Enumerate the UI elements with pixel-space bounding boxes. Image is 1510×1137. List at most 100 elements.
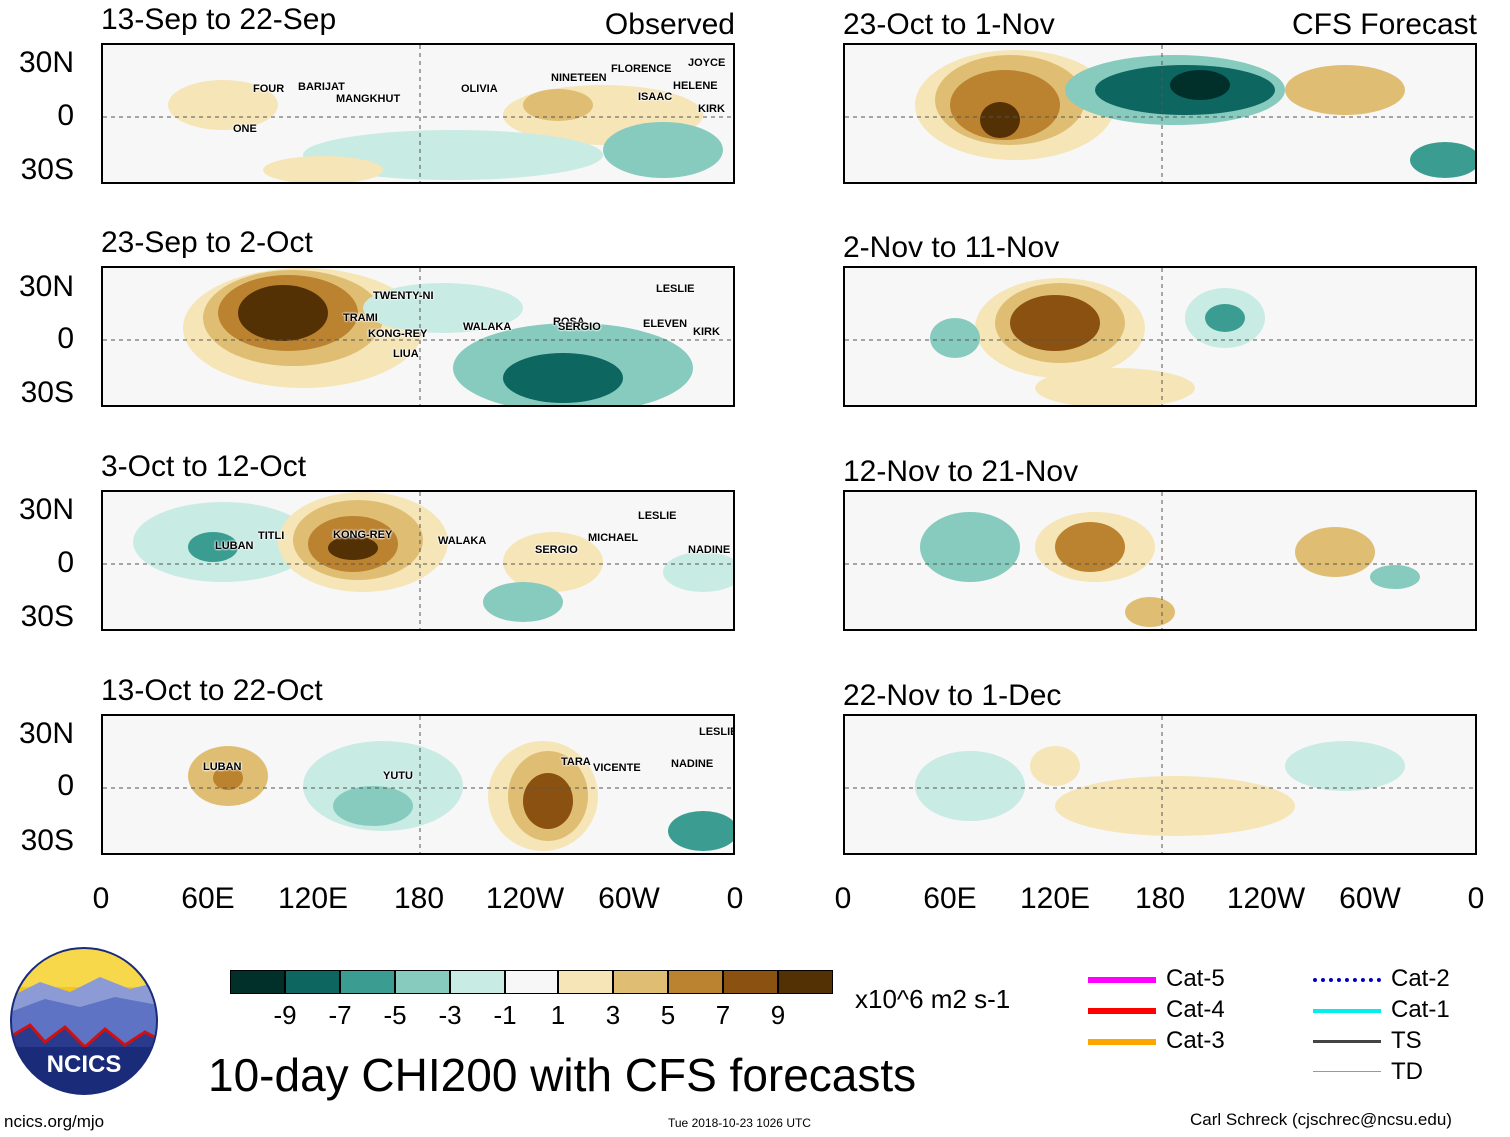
storm-label: NINETEEN <box>551 72 607 84</box>
legend-swatch-cat3 <box>1088 1039 1156 1045</box>
storm-label: LUBAN <box>215 540 254 552</box>
panel-period: 2-Nov to 11-Nov <box>843 231 1060 264</box>
colorbar-cell <box>395 970 450 994</box>
storm-label: LUBAN <box>203 761 242 773</box>
lat-label: 30S <box>20 824 74 857</box>
colorbar-cell <box>450 970 505 994</box>
panel-period: 13-Oct to 22-Oct <box>101 674 323 707</box>
storm-label: LIUA <box>393 348 419 360</box>
colorbar-cell <box>558 970 613 994</box>
storm-label: VICENTE <box>593 762 641 774</box>
lon-label: 0 <box>726 882 744 915</box>
storm-label: NADINE <box>671 758 714 770</box>
storm-label: HELENE <box>673 80 718 92</box>
legend-swatch-ts <box>1313 1040 1381 1043</box>
colorbar-tick: 5 <box>660 1000 676 1030</box>
lon-label: 120W <box>1226 882 1306 915</box>
legend-label: Cat-3 <box>1166 1027 1225 1054</box>
storm-label: TITLI <box>258 530 285 542</box>
footer-timestamp: Tue 2018-10-23 1026 UTC <box>668 1116 811 1130</box>
colorbar-tick: -7 <box>328 1000 352 1030</box>
storm-label: ISAAC <box>638 91 673 103</box>
lat-label: 0 <box>57 99 74 132</box>
storm-label: KONG-REY <box>333 529 393 541</box>
lon-label: 0 <box>1467 882 1485 915</box>
storm-label: TARA <box>561 756 591 768</box>
lat-label: 30S <box>20 153 74 186</box>
storm-label: WALAKA <box>463 321 512 333</box>
lon-label: 120W <box>485 882 565 915</box>
lon-label: 120E <box>277 882 349 915</box>
lat-label: 30N <box>18 46 74 79</box>
storm-label: FOUR <box>253 83 285 95</box>
colorbar-cell <box>778 970 833 994</box>
legend-swatch-td <box>1313 1071 1381 1072</box>
lon-label: 120E <box>1019 882 1091 915</box>
storm-label: KIRK <box>693 326 720 338</box>
lat-label: 30N <box>18 493 74 526</box>
colorbar-cell <box>723 970 778 994</box>
storm-label: ROSA <box>553 316 585 328</box>
lat-label: 30S <box>20 376 74 409</box>
storm-label: SERGIO <box>558 321 601 333</box>
legend-label: Cat-2 <box>1391 965 1450 992</box>
colorbar-cell <box>285 970 340 994</box>
figure-title: 10-day CHI200 with CFS forecasts <box>208 1049 917 1101</box>
panel-period: 22-Nov to 1-Dec <box>843 679 1062 712</box>
storm-label: MICHAEL <box>588 532 639 544</box>
storm-label: JOYCE <box>688 57 726 69</box>
logo-text: NCICS <box>46 1051 122 1078</box>
legend-label: Cat-4 <box>1166 996 1225 1023</box>
storm-label: SERGIO <box>535 544 578 556</box>
footer-url[interactable]: ncics.org/mjo <box>4 1112 105 1131</box>
colorbar-cell <box>668 970 723 994</box>
storm-label: ONE <box>233 123 257 135</box>
colorbar-cell <box>613 970 668 994</box>
footer-credit: Carl Schreck (cjschrec@ncsu.edu) <box>1190 1110 1452 1129</box>
storm-label: KIRK <box>698 103 725 115</box>
colorbar-cell <box>340 970 395 994</box>
panel-period: 23-Sep to 2-Oct <box>101 226 313 259</box>
legend-swatch-cat4 <box>1088 1008 1156 1014</box>
colorbar-cell <box>505 970 558 994</box>
lat-label: 30N <box>18 270 74 303</box>
lat-label: 0 <box>57 546 74 579</box>
colorbar-tick: 7 <box>715 1000 731 1030</box>
colorbar-tick: 3 <box>605 1000 621 1030</box>
storm-label: BARIJAT <box>298 81 345 93</box>
legend-label: TD <box>1391 1058 1423 1085</box>
lat-label: 30N <box>18 717 74 750</box>
ncics-logo: NCICS <box>10 947 158 1095</box>
storm-label: KONG-REY <box>368 328 428 340</box>
colorbar-tick: -1 <box>493 1000 517 1030</box>
storm-label: WALAKA <box>438 535 487 547</box>
colorbar-tick: -9 <box>273 1000 297 1030</box>
legend-label: Cat-5 <box>1166 965 1225 992</box>
lon-label: 60E <box>923 882 977 915</box>
legend-swatch-cat5 <box>1088 977 1156 983</box>
lon-label: 180 <box>393 882 445 915</box>
storm-label: TRAMI <box>343 312 378 324</box>
storm-label: LESLIE <box>656 283 695 295</box>
storm-label: LESLIE <box>699 726 735 738</box>
panel-period: 3-Oct to 12-Oct <box>101 450 307 483</box>
storm-label: FLORENCE <box>611 63 672 75</box>
legend-label: TS <box>1391 1027 1422 1054</box>
panel-period: 13-Sep to 22-Sep <box>101 3 337 36</box>
panel-period: 23-Oct to 1-Nov <box>843 8 1055 41</box>
legend-swatch-cat2 <box>1313 978 1381 982</box>
lon-label: 60W <box>598 882 660 915</box>
lat-label: 0 <box>57 322 74 355</box>
lon-label: 0 <box>92 882 110 915</box>
lon-label: 60E <box>181 882 235 915</box>
column-label-forecast: CFS Forecast <box>1291 8 1477 41</box>
colorbar-units: x10^6 m2 s-1 <box>855 984 1011 1014</box>
legend-swatch-cat1 <box>1313 1009 1381 1013</box>
storm-label: NADINE <box>688 544 731 556</box>
colorbar-tick: 1 <box>550 1000 566 1030</box>
colorbar-tick: -5 <box>383 1000 407 1030</box>
lon-label: 180 <box>1134 882 1186 915</box>
storm-label: OLIVIA <box>461 83 498 95</box>
storm-label: ELEVEN <box>643 318 688 330</box>
storm-label: TWENTY-NI <box>373 290 434 302</box>
